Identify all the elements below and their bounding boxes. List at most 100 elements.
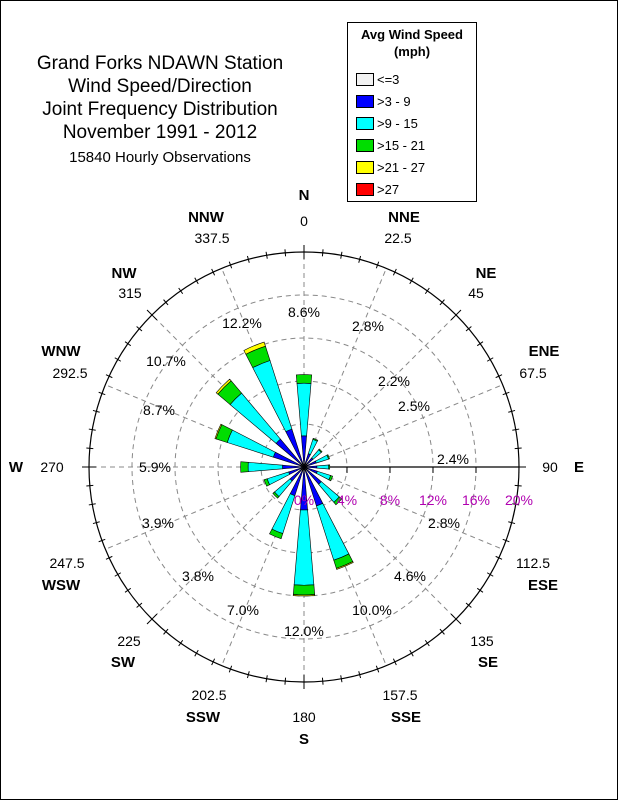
direction-abbr-label: SSW [186, 709, 221, 726]
wind-bar-segment [240, 461, 249, 473]
outer-tick-mark [392, 658, 397, 666]
direction-total-label: 2.4% [437, 451, 469, 467]
radial-tick-labels: 0% 4% 8% 12% 16% 20% [294, 492, 533, 508]
outer-tick-mark [508, 409, 516, 413]
outer-tick-mark [284, 677, 287, 685]
outer-tick-mark [136, 602, 143, 608]
outer-tick-mark [514, 447, 522, 450]
direction-degree-label: 90 [542, 459, 558, 475]
direction-abbr-label: W [9, 459, 24, 476]
outer-tick-mark [98, 391, 106, 396]
outer-tick-mark [86, 447, 94, 450]
outer-tick-mark [228, 665, 233, 673]
grid-spoke [303, 268, 387, 468]
wind-bar-segment [295, 374, 313, 384]
direction-degree-label: 0 [300, 213, 308, 229]
direction-total-label: 5.9% [139, 459, 171, 475]
direction-degree-label: 135 [470, 633, 494, 649]
direction-degree-label: 270 [40, 459, 64, 475]
outer-tick-mark [265, 675, 268, 683]
outer-tick-mark [98, 538, 106, 543]
legend-box: Avg Wind Speed (mph) <=3 >3 - 9 >9 - 15 … [347, 22, 477, 202]
legend-title: Avg Wind Speed (mph) [348, 26, 476, 60]
wind-bar-segment [315, 454, 329, 464]
wind-bar-segment [328, 475, 334, 482]
title-line-2: Wind Speed/Direction [68, 76, 252, 97]
outer-tick-mark [88, 428, 96, 431]
legend-swatch [356, 95, 374, 109]
outer-tick-mark [163, 628, 169, 635]
direction-total-label: 2.8% [352, 318, 384, 334]
outer-tick-mark [265, 251, 268, 259]
wind-bar-segment [215, 378, 232, 395]
radial-tick-label: 12% [419, 492, 447, 508]
direction-degree-label: 67.5 [519, 365, 546, 381]
direction-abbr-label: S [299, 731, 309, 748]
legend-item: >3 - 9 [356, 93, 411, 109]
legend-label: >21 - 27 [377, 160, 426, 176]
radial-tick-label: 0% [294, 492, 314, 508]
direction-degree-label: 225 [117, 633, 141, 649]
radial-tick-label: 20% [505, 492, 533, 508]
outer-tick-mark [194, 277, 199, 285]
radial-tick-label: 4% [337, 492, 357, 508]
polar-grid [82, 245, 526, 689]
outer-tick-mark [375, 665, 380, 673]
wind-bar-segment [292, 594, 316, 597]
legend-label: <=3 [377, 72, 400, 88]
direction-abbr-label: SE [478, 654, 498, 671]
wind-bars [214, 341, 354, 597]
wind-bar-segment [335, 561, 354, 570]
legend-title-line-1: Avg Wind Speed [361, 27, 463, 42]
direction-abbr-label: WSW [42, 577, 81, 594]
outer-tick-mark [124, 341, 132, 347]
wind-bar-segment [316, 470, 332, 481]
outer-tick-mark [392, 268, 397, 276]
legend-item: >9 - 15 [356, 115, 418, 131]
outer-tick-mark [163, 299, 169, 306]
outer-tick-mark [465, 326, 472, 332]
direction-degree-label: 157.5 [382, 687, 417, 703]
direction-abbr-label: NE [476, 265, 497, 282]
legend-label: >27 [377, 182, 400, 198]
outer-tick-mark [146, 613, 158, 625]
chart-subtitle: 15840 Hourly Observations [69, 149, 251, 166]
outer-tick-mark [375, 261, 380, 269]
direction-total-label: 12.0% [284, 623, 324, 639]
outer-tick-mark [114, 357, 122, 362]
legend-item: >27 [356, 181, 400, 198]
outer-tick-mark [321, 677, 324, 685]
title-line-4: November 1991 - 2012 [62, 122, 258, 143]
radial-tick-label: 16% [462, 492, 490, 508]
direction-labels: N 0 8.6% NNE 22.5 2.8% NE 45 2.2% ENE 67.5 2.5% E 90 2… [9, 187, 584, 748]
wind-bar-segment [243, 341, 266, 355]
outer-tick-mark [284, 249, 287, 257]
legend-swatch [356, 117, 374, 131]
outer-tick-mark [409, 277, 414, 285]
wind-bar-segment [333, 496, 343, 506]
direction-abbr-label: WNW [41, 343, 81, 360]
wind-bar-segment [316, 464, 330, 470]
direction-abbr-label: SSE [391, 709, 421, 726]
title-line-1: Grand Forks NDAWN Station [36, 53, 284, 74]
direction-degree-label: 22.5 [384, 230, 411, 246]
outer-tick-mark [486, 357, 494, 362]
direction-total-label: 8.7% [143, 402, 175, 418]
direction-degree-label: 112.5 [516, 555, 550, 571]
direction-abbr-label: ESE [528, 577, 558, 594]
outer-tick-mark [486, 572, 494, 577]
outer-tick-mark [358, 671, 362, 679]
wind-bar-segment [263, 478, 271, 487]
direction-total-label: 8.6% [288, 304, 320, 320]
wind-bar-segment [307, 438, 318, 455]
direction-degree-label: 202.5 [191, 687, 226, 703]
outer-tick-mark [88, 503, 96, 506]
wind-bar-segment [296, 382, 312, 437]
outer-tick-mark [502, 538, 510, 543]
outer-tick-mark [476, 341, 484, 347]
outer-tick-mark [228, 261, 233, 269]
outer-tick-mark [502, 391, 510, 396]
wind-bar-segment [247, 461, 283, 473]
grid-spoke [303, 314, 457, 468]
